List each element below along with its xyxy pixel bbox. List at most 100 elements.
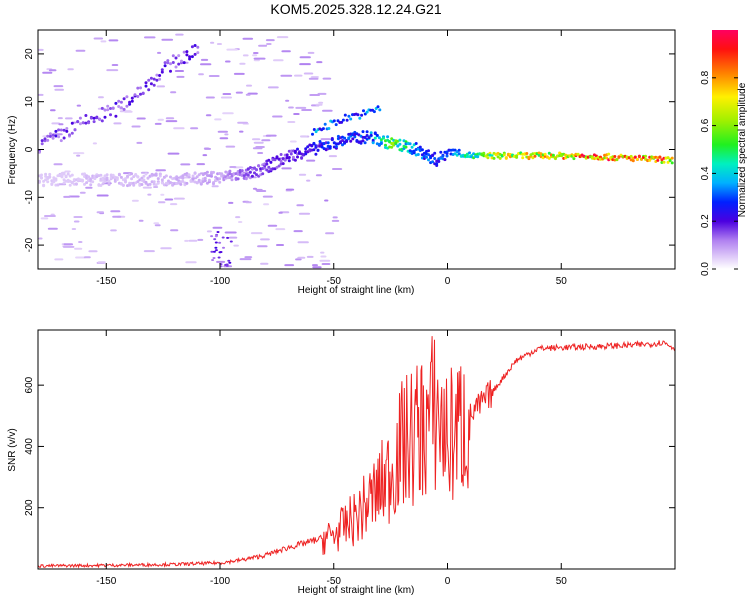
spectrogram-cell xyxy=(301,109,312,111)
spectrogram-cell xyxy=(76,104,81,107)
spectrogram-cell xyxy=(257,164,261,168)
spectrogram-cell xyxy=(113,179,117,183)
spectrogram-cell xyxy=(65,127,69,130)
spectrogram-cell xyxy=(547,151,551,155)
spectrogram-cell xyxy=(53,163,63,166)
spectrogram-cell xyxy=(83,172,86,176)
spectrogram-cell xyxy=(153,186,159,188)
spectrogram-cell xyxy=(48,132,52,136)
spectrogram-cell xyxy=(445,154,449,158)
spectrogram-cell xyxy=(260,238,270,241)
spectrogram-cell xyxy=(429,156,433,160)
spectrogram-cell xyxy=(245,201,252,204)
spectrogram-cell xyxy=(211,259,215,261)
spectrogram-cell xyxy=(165,120,178,123)
spectrogram-cell xyxy=(265,39,275,42)
spectrogram-cell xyxy=(637,155,641,159)
spectrogram-cell xyxy=(89,116,93,120)
spectrogram-cell xyxy=(44,172,48,176)
spectrogram-cell xyxy=(146,176,150,180)
spectrogram-cell xyxy=(214,249,218,252)
spectrogram-cell xyxy=(599,155,602,159)
spectrogram-cell xyxy=(275,228,286,231)
spectrogram-cell xyxy=(177,54,181,58)
spectrogram-cell xyxy=(109,107,112,110)
spectrogram-cell xyxy=(373,132,377,136)
spectrogram-cell xyxy=(154,224,161,227)
spectrogram-cell xyxy=(457,148,461,152)
spectrogram-cell xyxy=(64,170,71,173)
y-tick-label: -10 xyxy=(24,190,35,205)
spectrogram-cell xyxy=(260,262,269,265)
spectrogram-cell xyxy=(87,121,91,125)
spectrogram-cell xyxy=(648,158,652,162)
spectrogram-cell xyxy=(298,212,311,215)
spectrogram-cell xyxy=(200,58,209,61)
spectrogram-cell xyxy=(91,180,95,184)
spectrogram-cell xyxy=(525,152,529,155)
y-tick-label: 20 xyxy=(24,48,35,60)
spectrogram-cell xyxy=(210,41,215,44)
spectrogram-plot-area xyxy=(38,30,675,269)
spectrogram-cell xyxy=(320,145,324,149)
spectrogram-cell xyxy=(65,129,69,133)
spectrogram-cell xyxy=(255,168,258,172)
spectrogram-cell xyxy=(180,59,183,63)
spectrogram-cell xyxy=(130,96,134,100)
spectrogram-cell xyxy=(379,142,383,145)
spectrogram-cell xyxy=(343,113,347,117)
spectrogram-cell xyxy=(195,175,199,179)
spectrogram-cell xyxy=(147,78,151,82)
spectrogram-cell xyxy=(44,215,56,217)
spectrogram-cell xyxy=(244,177,248,181)
spectrogram-cell xyxy=(182,50,186,54)
spectrogram-cell xyxy=(306,159,316,162)
spectrogram-cell xyxy=(132,183,136,187)
spectrogram-cell xyxy=(214,118,222,121)
spectrogram-cell xyxy=(100,40,107,43)
spectrogram-cell xyxy=(445,150,449,154)
spectrogram-cell xyxy=(271,167,275,171)
spectrogram-cell xyxy=(297,241,309,244)
spectrogram-cell xyxy=(78,122,82,126)
spectrogram-cell xyxy=(363,136,367,139)
y-tick-label: 400 xyxy=(24,438,35,455)
spectrogram-cell xyxy=(554,157,557,161)
spectrogram-y-ticks: -20 -10 0 10 20 xyxy=(24,48,675,252)
spectrogram-cell xyxy=(224,231,237,234)
x-tick-label: -150 xyxy=(96,576,116,587)
spectrogram-cell xyxy=(362,109,365,113)
spectrogram-cell xyxy=(662,160,666,164)
spectrogram-cell xyxy=(218,241,222,244)
spectrogram-cell xyxy=(222,112,234,115)
spectrogram-cell xyxy=(124,180,127,184)
spectrogram-cell xyxy=(205,114,212,117)
spectrogram-cell xyxy=(279,153,283,156)
spectrogram-cell xyxy=(253,171,256,175)
spectrogram-cell xyxy=(190,55,194,59)
spectrogram-cell xyxy=(253,141,264,144)
spectrogram-cell xyxy=(78,241,83,243)
spectrogram-cell xyxy=(139,92,142,96)
spectrogram-cell xyxy=(371,141,375,145)
spectrogram-cell xyxy=(110,229,117,232)
spectrogram-cell xyxy=(200,63,212,66)
spectrogram-cell xyxy=(46,138,50,142)
spectrogram-cell xyxy=(62,128,66,132)
spectrogram-cell xyxy=(666,160,670,164)
spectrogram-cell xyxy=(290,140,297,143)
spectrogram-cell xyxy=(173,197,185,200)
spectrogram-cell xyxy=(164,198,174,201)
spectrogram-cell xyxy=(316,148,320,152)
spectrogram-cell xyxy=(284,264,295,267)
spectrogram-cell xyxy=(670,156,674,160)
spectrogram-cell xyxy=(74,182,78,186)
spectrogram-cell xyxy=(375,133,379,137)
spectrogram-cell xyxy=(437,160,441,163)
spectrogram-cell xyxy=(533,154,537,158)
spectrogram-cell xyxy=(377,136,381,140)
spectrogram-cell xyxy=(412,149,416,153)
spectrogram-cell xyxy=(360,113,364,117)
spectrogram-cell xyxy=(257,152,264,154)
spectrogram-cell xyxy=(605,156,609,160)
